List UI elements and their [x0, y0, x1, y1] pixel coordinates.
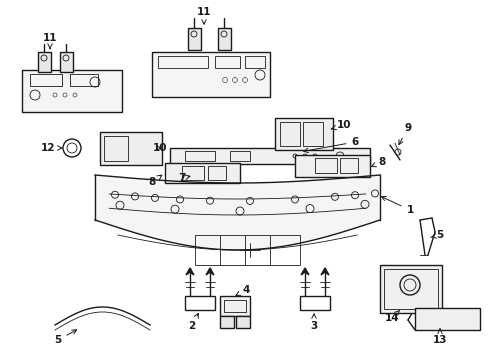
Text: 12: 12 [41, 143, 62, 153]
Text: 7: 7 [178, 173, 189, 183]
Bar [303, 122, 323, 146]
Text: 2: 2 [188, 314, 198, 331]
Bar [339, 158, 357, 173]
Bar [152, 52, 269, 97]
Bar [224, 300, 245, 312]
Bar [100, 132, 162, 165]
Bar [187, 28, 201, 50]
Bar [184, 151, 215, 161]
Bar [164, 163, 240, 183]
Polygon shape [320, 268, 328, 275]
Bar [274, 118, 332, 150]
Bar [218, 28, 230, 50]
Text: 3: 3 [310, 314, 317, 331]
Bar [299, 296, 329, 310]
Text: 5: 5 [430, 230, 443, 240]
Polygon shape [205, 268, 214, 275]
Bar [170, 148, 369, 164]
Bar [158, 56, 207, 68]
Polygon shape [185, 268, 194, 275]
Text: 5: 5 [54, 330, 77, 345]
Bar [215, 56, 240, 68]
Bar [30, 74, 62, 86]
Bar [383, 269, 437, 309]
Text: 8: 8 [371, 157, 385, 167]
Bar [220, 296, 249, 316]
Bar [104, 136, 128, 161]
Bar [244, 56, 264, 68]
Bar [195, 235, 299, 265]
Bar [314, 158, 336, 173]
Bar [294, 155, 369, 177]
Bar [60, 52, 73, 72]
Bar [70, 74, 98, 86]
Bar [182, 166, 203, 180]
Text: 6: 6 [303, 137, 358, 153]
Bar [220, 316, 234, 328]
Text: 11: 11 [196, 7, 211, 24]
Polygon shape [301, 268, 308, 275]
Bar [236, 316, 249, 328]
Bar [184, 296, 215, 310]
Text: 4: 4 [236, 285, 249, 296]
Text: 10: 10 [152, 143, 167, 153]
Bar [414, 308, 479, 330]
Text: 13: 13 [432, 329, 447, 345]
Text: 10: 10 [330, 120, 350, 130]
Bar [38, 52, 51, 72]
Bar [379, 265, 441, 313]
Polygon shape [95, 175, 379, 250]
Text: 14: 14 [384, 310, 399, 323]
Bar [229, 151, 249, 161]
Text: 11: 11 [42, 33, 57, 49]
Text: 9: 9 [398, 123, 411, 145]
Bar [22, 70, 122, 112]
Bar [207, 166, 225, 180]
Text: 1: 1 [381, 197, 413, 215]
Text: 8: 8 [148, 175, 162, 187]
Bar [280, 122, 299, 146]
